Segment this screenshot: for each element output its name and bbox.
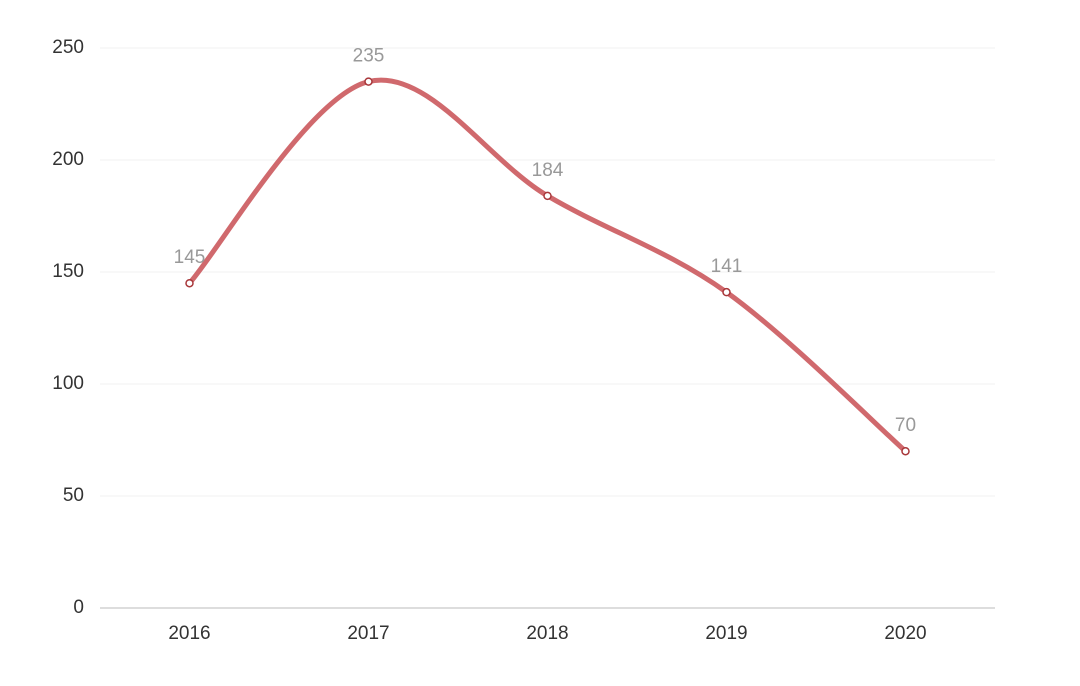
x-tick-label: 2017 (347, 623, 389, 644)
point (364, 77, 373, 86)
data-label: 235 (353, 46, 385, 67)
x-tick-label: 2020 (884, 623, 926, 644)
data-label: 70 (895, 415, 916, 436)
y-tick-label: 250 (52, 37, 84, 58)
point (185, 278, 194, 288)
x-tick-label: 2019 (705, 623, 747, 644)
line (187, 77, 908, 454)
x-tick-label: 2018 (526, 623, 568, 644)
y-tick-label: 0 (73, 597, 84, 618)
data-label: 184 (532, 160, 564, 181)
point (543, 191, 552, 201)
data-label: 141 (711, 256, 743, 277)
data-label: 145 (174, 247, 206, 268)
point (722, 287, 731, 297)
y-tick-label: 100 (52, 373, 84, 394)
x-tick-label: 2016 (168, 623, 210, 644)
point (901, 446, 910, 456)
y-tick-label: 200 (52, 149, 84, 170)
y-tick-label: 50 (63, 485, 84, 506)
y-tick-label: 150 (52, 261, 84, 282)
